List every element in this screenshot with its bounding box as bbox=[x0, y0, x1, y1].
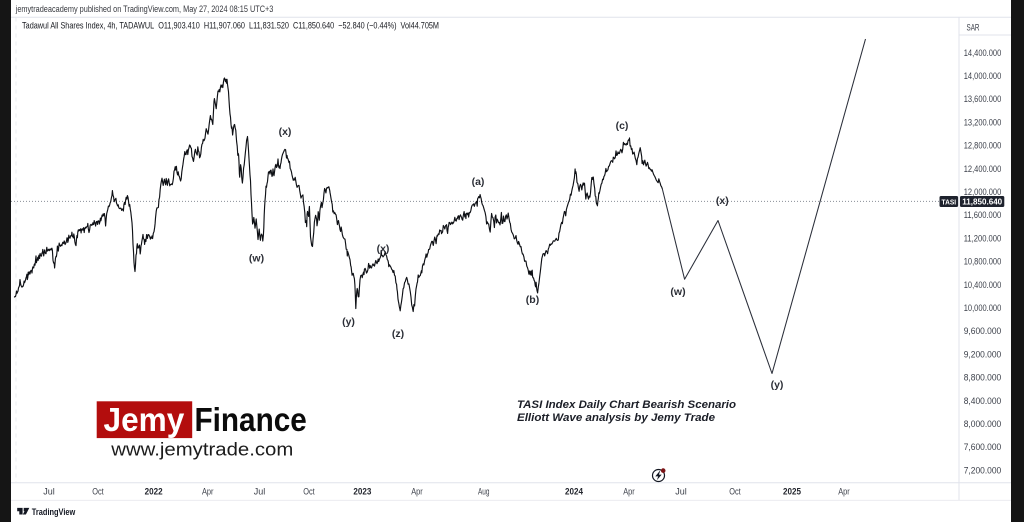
svg-text:14,000.000: 14,000.000 bbox=[964, 71, 1002, 81]
svg-text:12,000.000: 12,000.000 bbox=[964, 187, 1002, 197]
svg-text:Aug: Aug bbox=[478, 486, 490, 496]
svg-text:(z): (z) bbox=[392, 328, 404, 340]
svg-text:7,200.000: 7,200.000 bbox=[964, 465, 1002, 475]
svg-text:Jul: Jul bbox=[254, 486, 266, 496]
svg-text:jemytradeacademy published on: jemytradeacademy published on TradingVie… bbox=[15, 4, 274, 14]
svg-text:Apr: Apr bbox=[838, 486, 850, 496]
svg-text:TASI: TASI bbox=[942, 197, 957, 206]
svg-text:7,600.000: 7,600.000 bbox=[964, 442, 1002, 452]
svg-text:TASI Index Daily Chart Bearish: TASI Index Daily Chart Bearish Scenario bbox=[517, 399, 736, 411]
svg-text:9,600.000: 9,600.000 bbox=[964, 326, 1002, 336]
svg-text:www.jemytrade.com: www.jemytrade.com bbox=[110, 439, 293, 460]
svg-text:8,800.000: 8,800.000 bbox=[964, 373, 1002, 383]
svg-text:SAR: SAR bbox=[967, 23, 980, 33]
svg-text:2023: 2023 bbox=[353, 486, 371, 496]
svg-text:(x): (x) bbox=[279, 126, 292, 138]
svg-text:10,000.000: 10,000.000 bbox=[964, 303, 1002, 313]
svg-text:Oct: Oct bbox=[729, 486, 741, 496]
svg-text:(x): (x) bbox=[716, 195, 729, 207]
svg-text:12,800.000: 12,800.000 bbox=[964, 141, 1002, 151]
svg-text:(c): (c) bbox=[616, 120, 629, 132]
svg-text:Apr: Apr bbox=[202, 486, 214, 496]
svg-text:(w): (w) bbox=[670, 286, 685, 298]
svg-text:2024: 2024 bbox=[565, 486, 583, 496]
svg-text:(y): (y) bbox=[771, 379, 784, 391]
svg-text:11,200.000: 11,200.000 bbox=[964, 233, 1002, 243]
svg-text:Oct: Oct bbox=[303, 486, 315, 496]
svg-text:(w): (w) bbox=[249, 253, 264, 265]
svg-text:2022: 2022 bbox=[145, 486, 163, 496]
svg-text:2025: 2025 bbox=[783, 486, 801, 496]
svg-text:Finance: Finance bbox=[195, 401, 307, 438]
svg-text:(a): (a) bbox=[472, 176, 485, 188]
svg-text:Jul: Jul bbox=[675, 486, 687, 496]
svg-text:Tadawul All Shares Index, 4h,: Tadawul All Shares Index, 4h, TADAWUL O1… bbox=[22, 20, 439, 30]
svg-text:Jemy: Jemy bbox=[104, 401, 185, 438]
svg-text:10,400.000: 10,400.000 bbox=[964, 280, 1002, 290]
svg-text:Jul: Jul bbox=[43, 486, 55, 496]
svg-text:14,400.000: 14,400.000 bbox=[964, 48, 1002, 58]
svg-text:11,600.000: 11,600.000 bbox=[964, 210, 1002, 220]
svg-text:(x): (x) bbox=[377, 243, 390, 255]
svg-text:Apr: Apr bbox=[411, 486, 423, 496]
svg-text:9,200.000: 9,200.000 bbox=[964, 349, 1002, 359]
svg-text:Apr: Apr bbox=[623, 486, 635, 496]
svg-text:TradingView: TradingView bbox=[32, 507, 76, 518]
svg-text:12,400.000: 12,400.000 bbox=[964, 164, 1002, 174]
svg-text:13,200.000: 13,200.000 bbox=[964, 117, 1002, 127]
svg-text:11,850.640: 11,850.640 bbox=[962, 197, 1002, 207]
svg-text:8,000.000: 8,000.000 bbox=[964, 419, 1002, 429]
svg-text:Elliott Wave analysis by Jemy: Elliott Wave analysis by Jemy Trade bbox=[517, 412, 715, 424]
svg-text:8,400.000: 8,400.000 bbox=[964, 396, 1002, 406]
svg-text:Oct: Oct bbox=[92, 486, 104, 496]
svg-text:10,800.000: 10,800.000 bbox=[964, 257, 1002, 267]
svg-text:(y): (y) bbox=[342, 316, 355, 328]
svg-text:13,600.000: 13,600.000 bbox=[964, 94, 1002, 104]
svg-text:(b): (b) bbox=[526, 294, 539, 306]
